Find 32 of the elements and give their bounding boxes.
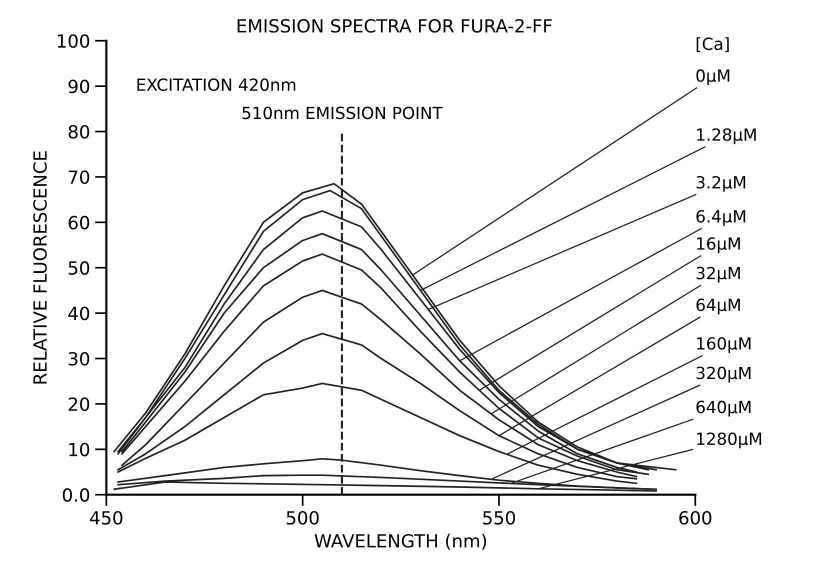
y-tick-label: 40 — [68, 306, 90, 320]
text: 1280μM — [697, 432, 762, 448]
text: 160μM — [697, 337, 750, 353]
x-tick-label: 550 — [483, 510, 516, 525]
text: 3.2μM — [696, 176, 746, 192]
text: 16μM — [697, 237, 740, 254]
y-tick-label: 60 — [68, 216, 90, 230]
text: 1.28μM — [697, 128, 756, 144]
text: 0μM — [696, 69, 730, 86]
y-tick-label: 20 — [68, 397, 90, 412]
chart-title: EMISSION SPECTRA FOR FURA-2-FF — [238, 19, 552, 33]
text: 6.4μM — [696, 210, 746, 226]
text: 32μM — [696, 266, 740, 283]
text: 640μM — [696, 400, 750, 417]
y-tick-label: 80 — [68, 124, 90, 139]
legend-title: [Ca] — [696, 37, 729, 52]
x-tick-label: 450 — [90, 510, 122, 525]
ref-line-label: 510nm EMISSION POINT — [242, 106, 443, 120]
x-tick-label: 600 — [679, 510, 712, 525]
y-tick-label: 70 — [68, 170, 90, 184]
text: 320μM — [696, 366, 750, 382]
y-tick-label: 100 — [58, 34, 90, 48]
x-tick-label: 500 — [286, 510, 319, 525]
text: 64μM — [696, 298, 740, 314]
y-tick-label: 30 — [68, 352, 90, 366]
y-tick-label: 10 — [69, 442, 90, 456]
y-tick-label: 50 — [68, 261, 90, 275]
y-axis-title: RELATIVE FLUORESCENCE — [33, 151, 47, 384]
annotation: EXCITATION 420nm — [137, 78, 296, 91]
y-tick-label: 0.0 — [62, 488, 90, 502]
x-axis-title: WAVELENGTH (nm) — [314, 534, 486, 550]
y-tick-label: 90 — [68, 80, 90, 94]
